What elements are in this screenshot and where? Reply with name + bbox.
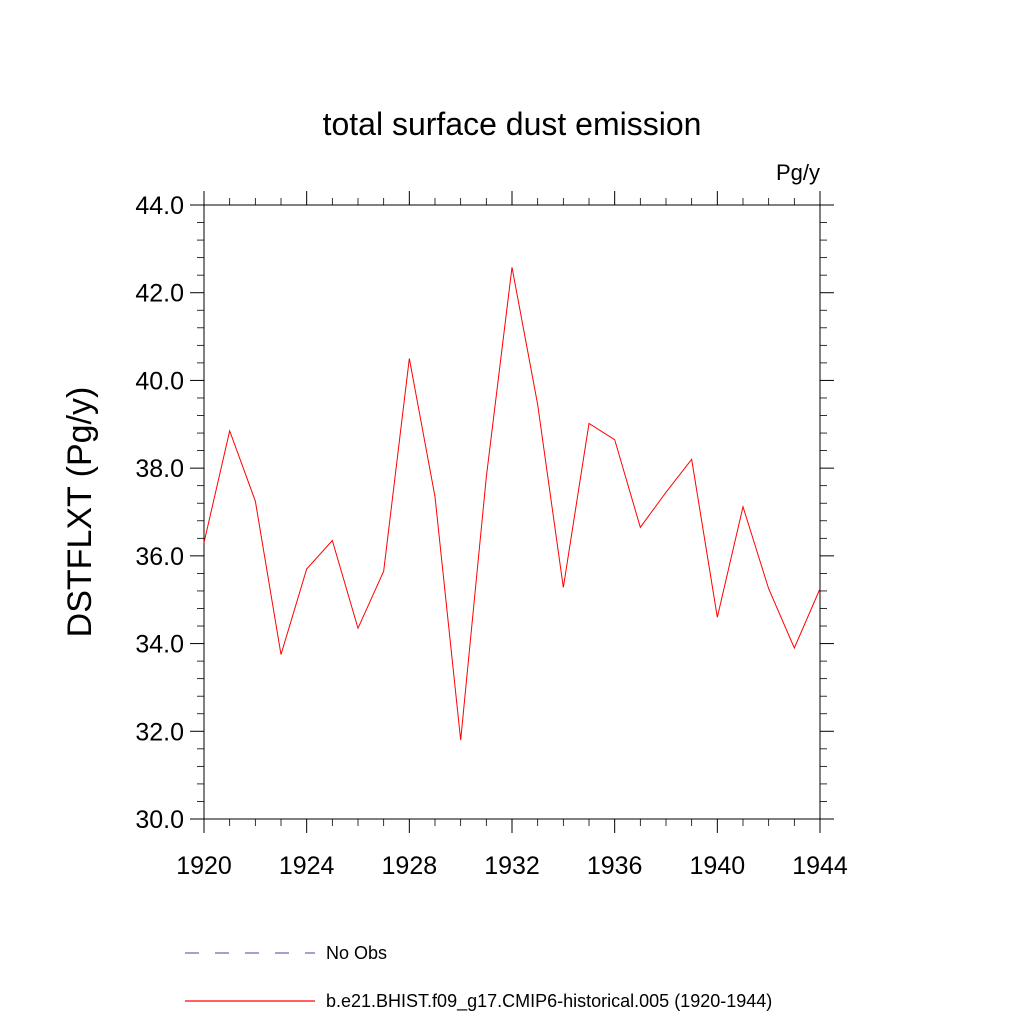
x-tick-label: 1940 [690, 852, 746, 880]
x-tick-label: 1928 [382, 852, 438, 880]
data-point [665, 492, 666, 493]
data-point [306, 568, 307, 569]
data-point [332, 540, 333, 541]
y-tick-label: 30.0 [135, 806, 184, 834]
data-point [203, 542, 204, 543]
data-point [742, 506, 743, 507]
x-tick-label: 1920 [176, 852, 232, 880]
data-point [409, 358, 410, 359]
data-point [768, 588, 769, 589]
legend-entry-model: b.e21.BHIST.f09_g17.CMIP6-historical.005… [185, 991, 772, 1012]
data-point [357, 628, 358, 629]
series-line-0 [203, 267, 821, 741]
data-point [819, 588, 820, 589]
data-point [563, 587, 564, 588]
units-label: Pg/y [776, 160, 820, 185]
y-tick-label: 40.0 [135, 367, 184, 395]
data-point [717, 617, 718, 618]
data-point [537, 404, 538, 405]
data-point [614, 439, 615, 440]
data-point [229, 430, 230, 431]
data-point [383, 571, 384, 572]
plot-area: 30.0 32.0 34.0 36.0 38.0 40.0 42.0 44.0 1920 1924… [135, 191, 848, 880]
legend: No Obs b.e21.BHIST.f09_g17.CMIP6-histori… [185, 943, 772, 1012]
data-point [794, 647, 795, 648]
data-point [486, 476, 487, 477]
legend-label-no-obs: No Obs [326, 943, 387, 963]
data-point [588, 423, 589, 424]
chart-title: total surface dust emission [323, 106, 702, 142]
legend-label-model: b.e21.BHIST.f09_g17.CMIP6-historical.005… [326, 991, 772, 1012]
data-point [280, 654, 281, 655]
y-tick-label: 42.0 [135, 280, 184, 308]
plot-frame [203, 204, 821, 820]
y-tick-label: 44.0 [135, 192, 184, 220]
data-point [640, 527, 641, 528]
x-tick-label: 1932 [484, 852, 540, 880]
x-tick-label: 1944 [792, 852, 848, 880]
data-point [691, 459, 692, 460]
legend-entry-no-obs: No Obs [185, 943, 387, 963]
y-tick-label: 38.0 [135, 455, 184, 483]
x-tick-label: 1936 [587, 852, 643, 880]
x-tick-label: 1924 [279, 852, 335, 880]
y-tick-label: 32.0 [135, 718, 184, 746]
data-point [460, 739, 461, 740]
y-tick-label: 34.0 [135, 631, 184, 659]
y-tick-label: 36.0 [135, 543, 184, 571]
data-point [255, 500, 256, 501]
data-point [434, 496, 435, 497]
data-point [511, 267, 512, 268]
y-axis-label: DSTFLXT (Pg/y) [61, 387, 99, 638]
